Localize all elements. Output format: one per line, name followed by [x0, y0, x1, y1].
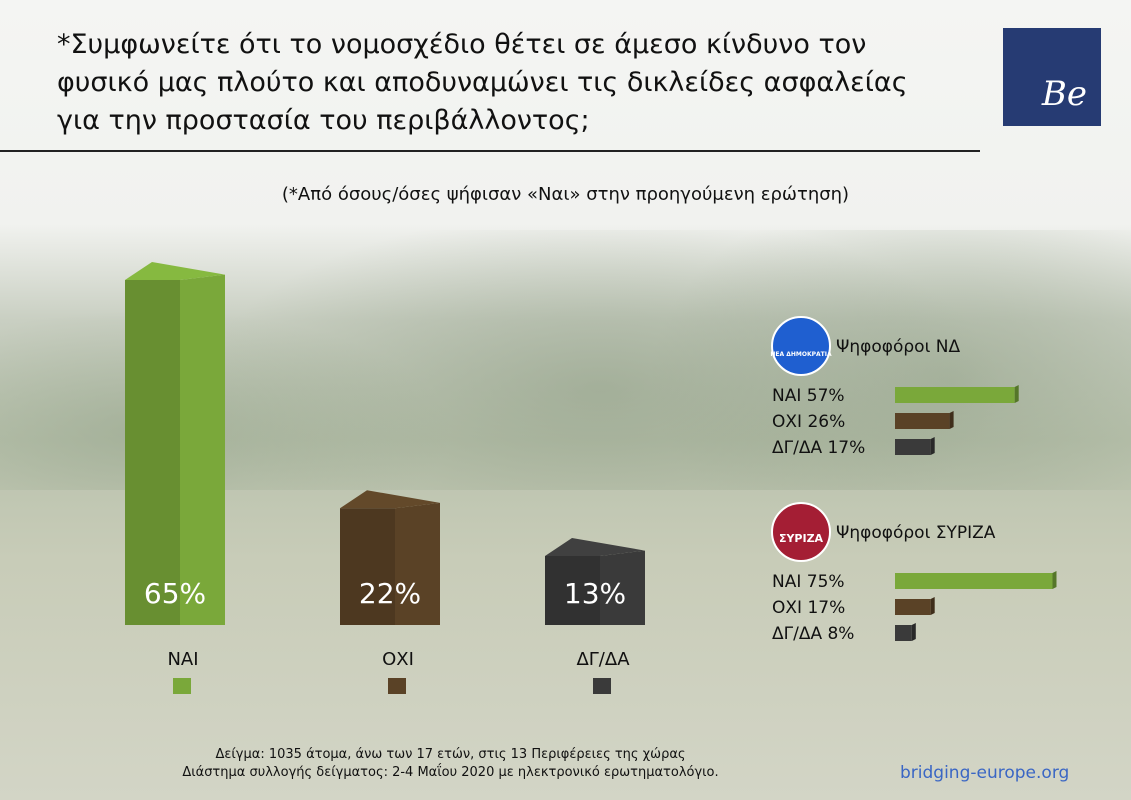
legend-swatch-2: [593, 678, 611, 694]
category-label: ΟΧΙ: [382, 649, 414, 670]
party-logo-text: ΝΕΑ ΔΗΜΟΚΡΑΤΙΑ: [770, 351, 832, 358]
party-logo-text: ΣΥΡΙΖΑ: [779, 532, 824, 545]
subtitle: (*Από όσους/όσες ψήφισαν «Ναι» στην προη…: [281, 184, 850, 205]
hbar-2: [895, 439, 931, 455]
bar-front-0: [125, 280, 180, 625]
bar-label: ΝΑΙ 75%: [772, 572, 845, 592]
hbar-side-1: [949, 411, 954, 429]
bar-label: ΝΑΙ 57%: [772, 386, 845, 406]
data-label: 13%: [564, 577, 626, 610]
bar-top-2: [545, 538, 645, 556]
bar-label: ΔΓ/ΔΑ 17%: [772, 438, 865, 458]
bar-top-1: [340, 490, 440, 509]
footer-line-2: Διάστημα συλλογής δείγματος: 2-4 Μαΐου 2…: [182, 765, 719, 780]
footer-notes: Δείγμα: 1035 άτομα, άνω των 17 ετών, στι…: [0, 746, 1131, 782]
bar-side-1: [395, 502, 440, 625]
bridging-europe-logo: Be: [1003, 28, 1101, 126]
hbar-0: [895, 387, 1015, 403]
bar-label: ΟΧΙ 17%: [772, 598, 845, 618]
hbar-side-2: [911, 623, 916, 641]
bar-label: ΔΓ/ΔΑ 8%: [772, 624, 854, 644]
legend-swatch-0: [173, 678, 191, 694]
footer-line-1: Δείγμα: 1035 άτομα, άνω των 17 ετών, στι…: [215, 747, 686, 762]
hbar-1: [895, 413, 950, 429]
hbar-1: [895, 599, 931, 615]
bar-label: ΟΧΙ 26%: [772, 412, 845, 432]
bar-side-2: [600, 550, 645, 625]
data-label: 65%: [144, 577, 206, 610]
hbar-side-1: [930, 597, 935, 615]
hbar-side-0: [1052, 571, 1057, 589]
group-title: Ψηφοφόροι ΝΔ: [836, 337, 960, 357]
hbar-0: [895, 573, 1053, 589]
bar-top-0: [125, 262, 225, 280]
website-link[interactable]: bridging-europe.org: [900, 763, 1070, 783]
page-title: *Συμφωνείτε ότι το νομοσχέδιο θέτει σε ά…: [57, 29, 908, 136]
hbar-side-0: [1014, 385, 1019, 403]
hbar-2: [895, 625, 912, 641]
legend-swatch-1: [388, 678, 406, 694]
party-logo: [771, 502, 831, 562]
category-label: ΝΑΙ: [167, 649, 198, 670]
hbar-side-2: [930, 437, 935, 455]
group-title: Ψηφοφόροι ΣΥΡΙΖΑ: [836, 523, 996, 543]
bar-front-1: [340, 508, 395, 625]
category-label: ΔΓ/ΔΑ: [576, 649, 630, 670]
bar-side-0: [180, 274, 225, 625]
title-divider: [0, 150, 980, 152]
party-logo: [771, 316, 831, 376]
bar-front-2: [545, 556, 600, 625]
data-label: 22%: [359, 577, 421, 610]
